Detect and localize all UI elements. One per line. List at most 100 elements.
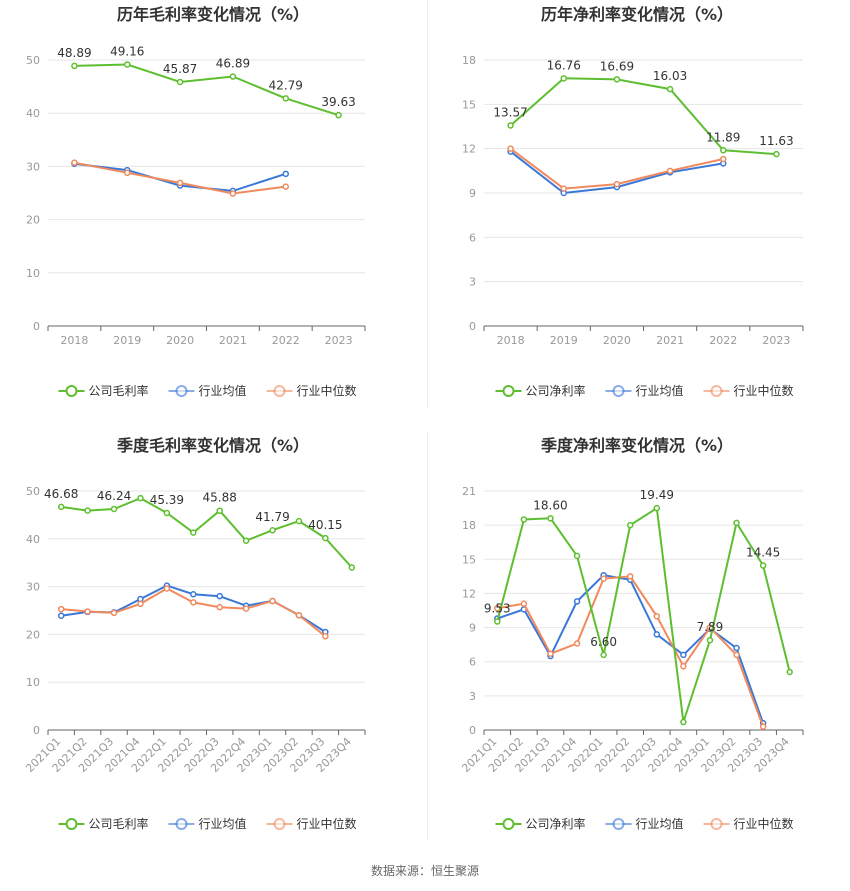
- chart4-series-line-2: [497, 575, 765, 727]
- chart2-y-tick-label: 15: [462, 98, 476, 111]
- chart1-legend-label: 公司毛利率: [89, 383, 149, 398]
- chart2-data-label: 16.03: [653, 69, 687, 83]
- chart3-data-point: [216, 507, 223, 514]
- chart1-legend-label: 行业均值: [199, 383, 247, 398]
- chart3-data-label: 46.68: [44, 487, 78, 501]
- chart3-data-point: [190, 599, 197, 606]
- chart2-y-tick-label: 3: [469, 276, 476, 289]
- chart3-data-point: [348, 564, 356, 571]
- chart3-data-point: [242, 605, 250, 612]
- chart2-x-tick-label: 2023: [762, 334, 790, 347]
- chart2-data-point: [720, 147, 727, 154]
- chart3-data-point: [216, 592, 223, 600]
- chart4-data-point: [759, 562, 767, 569]
- chart4-y-tick-label: 6: [469, 656, 476, 669]
- chart1-x-tick-label: 2020: [166, 334, 194, 347]
- chart4-data-point: [733, 519, 740, 527]
- chart2-data-point: [560, 185, 567, 192]
- chart2-data-label: 11.63: [759, 134, 793, 148]
- chart1-y-tick-label: 20: [26, 214, 40, 227]
- chart4-data-point: [600, 575, 607, 582]
- chart1-data-point: [282, 170, 289, 178]
- chart2-data-point: [720, 155, 727, 163]
- chart2-data-label: 16.76: [547, 58, 581, 72]
- chart4-y-tick-label: 12: [462, 587, 476, 600]
- chart2-data-point: [507, 145, 514, 152]
- chart4-legend-label: 行业中位数: [734, 816, 794, 831]
- chart4-data-label: 9.53: [484, 602, 511, 616]
- chart1-legend-swatch-marker: [65, 385, 78, 397]
- chart3-y-tick-label: 0: [33, 724, 40, 737]
- chart3-data-point: [269, 526, 276, 534]
- chart3-data-label: 41.79: [255, 510, 289, 524]
- chart1-data-label: 42.79: [269, 78, 303, 92]
- chart4-y-tick-label: 9: [469, 622, 476, 635]
- chart3-data-point: [57, 503, 65, 511]
- chart3-legend-label: 行业均值: [199, 816, 247, 831]
- data-source-note: 数据来源：恒生聚源: [370, 864, 479, 878]
- chart4-legend-swatch-marker: [612, 818, 625, 830]
- chart3-legend-label: 公司毛利率: [89, 816, 149, 831]
- chart3-y-tick-label: 40: [26, 533, 40, 546]
- chart4-data-point: [733, 644, 740, 652]
- chart2-legend-swatch-marker: [612, 385, 625, 397]
- chart2-data-point: [613, 180, 621, 188]
- chart2-data-point: [507, 122, 514, 129]
- chart1-y-tick-label: 10: [26, 267, 40, 280]
- chart4-data-point: [680, 718, 687, 726]
- chart1-data-point: [71, 62, 78, 70]
- chart4-data-point: [733, 651, 740, 659]
- chart4-data-point: [626, 521, 634, 529]
- chart3-data-label: 40.15: [308, 518, 342, 532]
- chart1-data-point: [124, 169, 131, 177]
- chart1-legend-swatch-marker: [273, 385, 286, 397]
- chart2-x-tick-label: 2018: [497, 334, 525, 347]
- chart4-y-tick-label: 15: [462, 553, 476, 566]
- chart3-legend-label: 行业中位数: [297, 816, 357, 831]
- chart2-data-point: [560, 75, 567, 82]
- chart2-series-line-0: [509, 77, 777, 156]
- chart4-legend-swatch-marker: [502, 818, 515, 830]
- chart3-data-label: 46.24: [97, 489, 131, 503]
- chart4-data-point: [653, 631, 661, 638]
- chart4-legend-label: 行业均值: [636, 816, 684, 831]
- chart2-data-point: [666, 85, 674, 93]
- chart3-legend-swatch-marker: [65, 818, 78, 830]
- chart2-legend-label: 行业中位数: [734, 383, 794, 398]
- chart3-data-point: [137, 494, 144, 502]
- chart1-data-label: 45.87: [163, 62, 197, 76]
- chart4-data-point: [520, 516, 528, 523]
- chart2-x-tick-label: 2021: [656, 334, 684, 347]
- chart4-legend-swatch-marker: [710, 818, 723, 830]
- chart2-data-label: 16.69: [600, 59, 634, 73]
- chart3-data-point: [190, 529, 197, 536]
- chart3-legend-swatch-marker: [273, 818, 286, 830]
- chart2-y-tick-label: 9: [469, 187, 476, 200]
- chart4-data-point: [573, 552, 581, 560]
- chart2-data-label: 13.57: [493, 105, 527, 119]
- chart1-series-line-0: [74, 63, 339, 117]
- chart3-y-tick-label: 30: [26, 581, 40, 594]
- chart3-data-label: 45.88: [203, 491, 237, 505]
- chart4-data-point: [626, 573, 634, 580]
- chart3-data-point: [57, 612, 65, 620]
- chart4-y-tick-label: 21: [462, 485, 476, 498]
- chart4-data-label: 14.45: [746, 546, 780, 560]
- chart2-y-tick-label: 12: [462, 143, 476, 156]
- chart3-data-point: [84, 608, 91, 615]
- chart3-data-point: [269, 597, 276, 605]
- chart2-data-label: 11.89: [706, 130, 740, 144]
- chart3-data-point: [110, 609, 118, 617]
- chart1-data-label: 46.89: [216, 57, 250, 71]
- chart3-data-point: [163, 509, 171, 517]
- chart3-y-tick-label: 10: [26, 676, 40, 689]
- chart1-data-point: [176, 78, 184, 86]
- chart1-data-point: [335, 111, 342, 119]
- chart4-data-point: [653, 504, 661, 512]
- chart4-data-point: [759, 723, 767, 730]
- chart2-y-tick-label: 18: [462, 54, 476, 67]
- chart3-data-point: [137, 600, 144, 608]
- chart2-title: 历年净利率变化情况（%）: [541, 5, 733, 24]
